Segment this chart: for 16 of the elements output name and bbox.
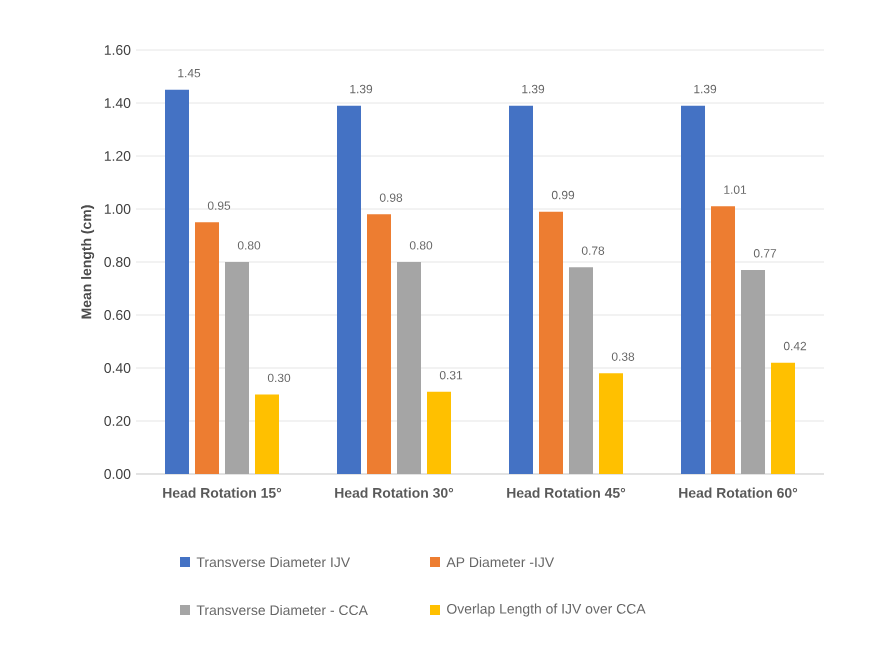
bar <box>569 267 593 474</box>
bar <box>509 105 533 474</box>
bar <box>195 222 219 474</box>
bar <box>397 262 421 474</box>
bar <box>255 394 279 474</box>
bar <box>539 211 563 474</box>
bar <box>681 105 706 474</box>
bar <box>771 362 796 474</box>
bar <box>337 105 361 474</box>
bar <box>741 269 766 474</box>
bar <box>427 391 451 474</box>
bar <box>225 262 249 474</box>
bar <box>599 373 623 474</box>
bar <box>711 206 736 474</box>
bar <box>367 214 391 474</box>
bar <box>165 89 189 474</box>
